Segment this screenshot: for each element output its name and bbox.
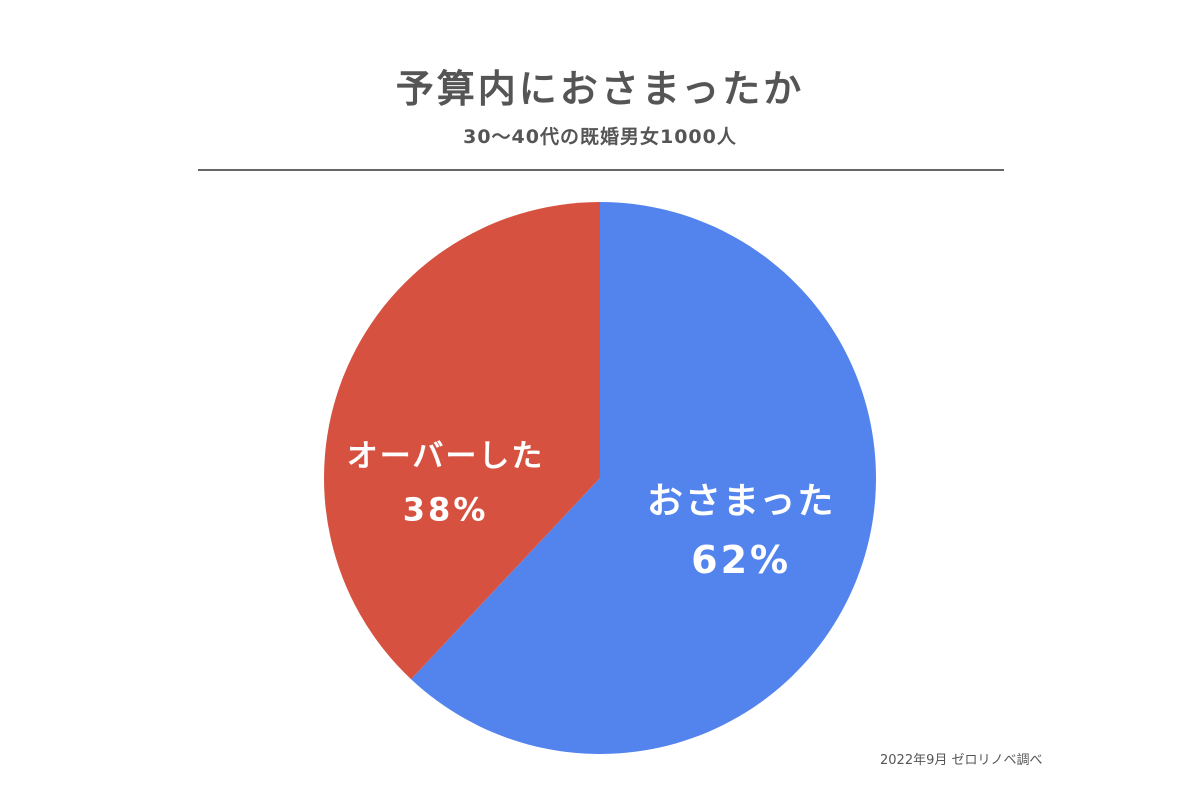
slice-label: オーバーした bbox=[347, 439, 545, 475]
chart-subtitle: 30〜40代の既婚男女1000人 bbox=[463, 126, 737, 148]
source-note: 2022年9月 ゼロリノベ調べ bbox=[880, 753, 1043, 768]
slice-label: おさまった bbox=[647, 481, 836, 522]
pie-slice bbox=[411, 202, 876, 754]
title-divider bbox=[198, 169, 1004, 171]
slice-value-label: 38% bbox=[403, 491, 489, 529]
pie-slice bbox=[324, 201, 600, 680]
slice-value-label: 62% bbox=[691, 538, 791, 582]
chart-title: 予算内におさまったか bbox=[395, 67, 805, 111]
